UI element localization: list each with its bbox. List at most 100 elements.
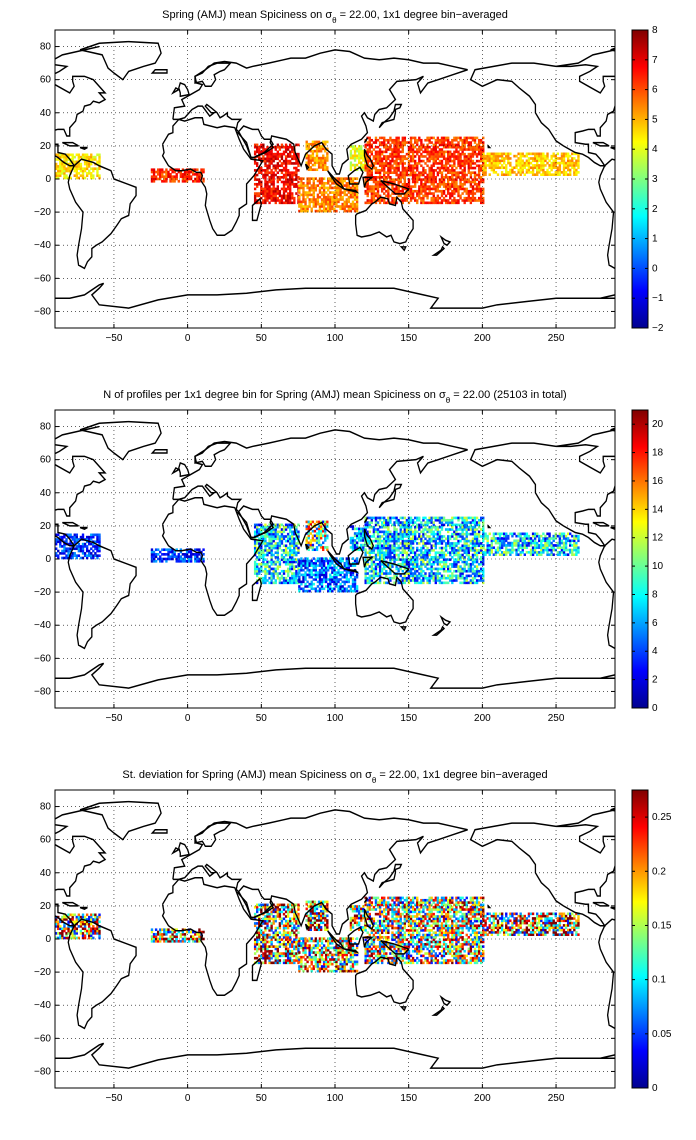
data-cell (310, 193, 313, 197)
data-cell (317, 149, 321, 153)
data-cell (264, 164, 267, 168)
data-cell (395, 546, 398, 550)
data-cell (302, 200, 305, 204)
data-cell (455, 199, 458, 202)
data-cell (477, 141, 481, 144)
data-cell (69, 540, 72, 544)
data-cell (517, 157, 520, 160)
data-cell (451, 201, 454, 205)
data-cell (364, 553, 367, 557)
data-cell (449, 528, 452, 531)
data-cell (90, 162, 93, 166)
data-cell (75, 554, 78, 557)
data-cell (560, 154, 564, 158)
data-cell (436, 530, 440, 534)
data-cell (318, 188, 322, 192)
data-cell (403, 162, 407, 165)
data-cell (503, 159, 506, 163)
data-cell (434, 143, 437, 147)
data-cell (542, 161, 545, 165)
data-cell (411, 166, 415, 170)
data-cell (63, 167, 66, 171)
data-cell (266, 544, 269, 548)
data-cell (463, 542, 466, 545)
data-cell (374, 141, 378, 144)
data-cell (380, 166, 384, 170)
data-cell (366, 551, 369, 555)
data-cell (264, 569, 267, 573)
data-cell (309, 142, 313, 146)
data-cell (258, 562, 261, 566)
data-cell (457, 518, 460, 522)
data-cell (355, 534, 359, 538)
data-cell (322, 193, 326, 197)
data-cell (457, 150, 460, 154)
data-cell (461, 152, 464, 156)
data-cell (331, 205, 334, 208)
data-cell (327, 198, 330, 201)
data-cell (395, 155, 398, 158)
data-cell (319, 520, 323, 524)
data-cell (291, 567, 294, 571)
data-cell (329, 561, 332, 565)
data-cell (274, 196, 277, 200)
data-cell (258, 201, 261, 205)
data-cell (451, 532, 454, 536)
data-cell (395, 201, 398, 205)
data-cell (278, 579, 282, 582)
data-cell (355, 188, 359, 192)
data-cell (399, 521, 402, 524)
data-cell (300, 587, 303, 591)
data-cell (383, 164, 386, 168)
data-cell (461, 528, 464, 531)
data-cell (260, 556, 263, 559)
data-cell (295, 537, 298, 541)
data-cell (471, 187, 475, 191)
data-cell (444, 194, 448, 198)
data-cell (324, 534, 327, 538)
data-cell (293, 579, 296, 582)
data-cell (465, 518, 468, 522)
colorbar-tick-label: 8 (652, 25, 658, 36)
data-cell (459, 523, 462, 527)
data-cell (411, 143, 415, 147)
data-cell (368, 171, 371, 175)
data-cell (393, 155, 396, 158)
data-cell (291, 145, 294, 149)
data-cell (393, 171, 396, 175)
data-cell (531, 166, 535, 170)
data-cell (83, 542, 87, 546)
data-cell (266, 166, 269, 170)
data-cell (554, 154, 557, 158)
data-cell (457, 546, 460, 550)
data-cell (432, 159, 435, 163)
data-cell (173, 175, 176, 178)
data-cell (459, 576, 462, 580)
data-cell (385, 189, 388, 193)
data-cell (438, 169, 442, 172)
data-cell (366, 192, 369, 195)
data-cell (319, 161, 323, 165)
data-cell (451, 189, 454, 193)
data-cell (391, 516, 394, 520)
data-cell (459, 558, 462, 561)
data-cell (270, 535, 273, 538)
data-cell (264, 567, 267, 571)
data-cell (383, 141, 386, 144)
data-cell (403, 558, 407, 561)
data-cell (407, 574, 411, 578)
data-cell (399, 535, 402, 538)
data-cell (167, 550, 170, 554)
data-cell (276, 145, 280, 149)
data-cell (471, 148, 475, 151)
data-cell (353, 147, 357, 151)
data-cell (183, 555, 187, 558)
data-cell (449, 143, 452, 147)
data-cell (442, 569, 446, 573)
data-cell (298, 202, 301, 206)
data-cell (329, 578, 332, 581)
data-cell (374, 562, 378, 566)
data-cell (96, 547, 99, 551)
data-cell (268, 166, 271, 170)
data-cell (293, 171, 296, 175)
